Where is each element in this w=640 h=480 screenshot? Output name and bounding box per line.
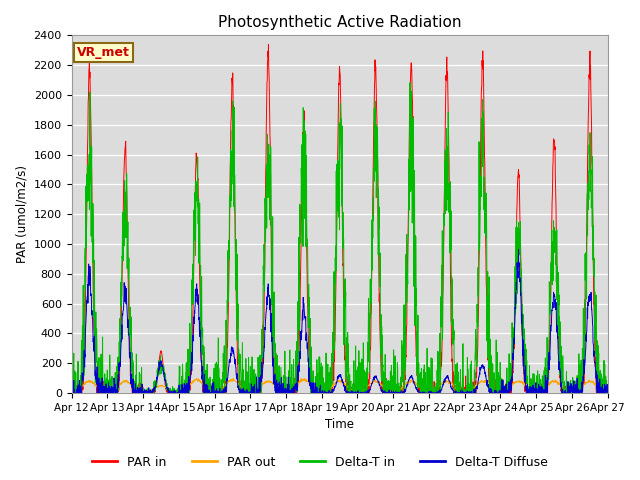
PAR out [495,389,503,395]
X-axis label: Time: Time [325,419,354,432]
PAR in [68,379,76,384]
Delta-T Diffuse [604,390,612,396]
Delta-T in [495,390,503,396]
PAR in [69,390,77,396]
PAR in [496,390,504,396]
Text: VR_met: VR_met [77,46,130,59]
PAR out [604,390,612,396]
Delta-T in [604,390,612,396]
Delta-T Diffuse [355,390,363,396]
Delta-T in [217,377,225,383]
PAR in [367,312,375,318]
PAR out [355,390,363,396]
Delta-T in [572,378,579,384]
Delta-T in [557,319,564,325]
Y-axis label: PAR (umol/m2/s): PAR (umol/m2/s) [15,165,28,263]
PAR out [557,383,564,388]
Delta-T in [355,348,363,354]
Delta-T in [406,80,414,85]
Delta-T Diffuse [515,247,522,252]
Delta-T in [367,315,374,321]
PAR out [193,375,200,381]
Delta-T Diffuse [68,390,76,396]
Line: Delta-T Diffuse: Delta-T Diffuse [72,250,608,393]
PAR in [557,377,564,383]
Legend: PAR in, PAR out, Delta-T in, Delta-T Diffuse: PAR in, PAR out, Delta-T in, Delta-T Dif… [87,451,553,474]
PAR in [604,390,612,396]
PAR in [264,41,272,47]
PAR in [355,390,363,396]
Line: PAR in: PAR in [72,44,608,393]
Delta-T Diffuse [367,385,374,391]
PAR in [572,385,579,391]
PAR out [367,381,374,386]
Title: Photosynthetic Active Radiation: Photosynthetic Active Radiation [218,15,461,30]
PAR out [68,390,76,396]
Line: PAR out: PAR out [72,378,608,393]
Delta-T Diffuse [557,368,564,374]
Delta-T Diffuse [495,388,503,394]
Delta-T Diffuse [217,390,225,396]
Line: Delta-T in: Delta-T in [72,83,608,393]
Delta-T Diffuse [572,385,579,391]
PAR out [572,389,579,395]
Delta-T in [68,390,76,396]
PAR out [218,386,225,392]
PAR in [218,389,225,395]
